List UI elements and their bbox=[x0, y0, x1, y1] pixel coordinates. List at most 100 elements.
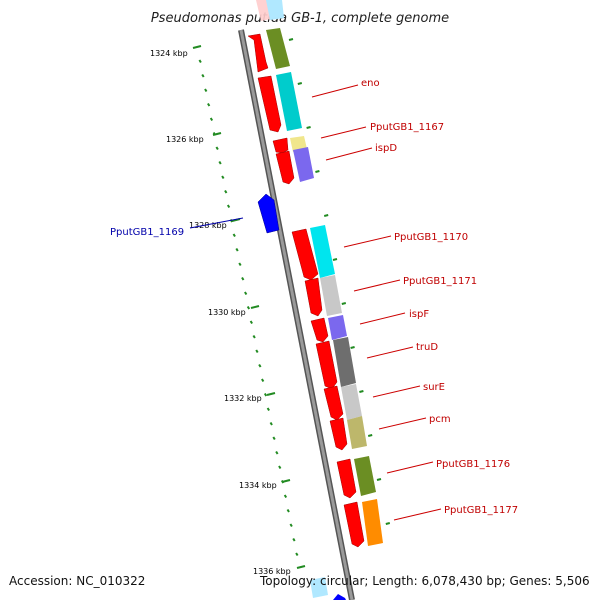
gc-tick bbox=[272, 436, 276, 441]
scale-tick bbox=[281, 479, 291, 483]
gene-labels: eno PputGB1_1167 ispD PputGB1_1169 PputG… bbox=[110, 78, 518, 521]
gc-tick bbox=[332, 258, 338, 261]
gc-tick bbox=[323, 214, 329, 217]
cog-box bbox=[310, 577, 328, 598]
gene-arrow bbox=[291, 228, 319, 281]
scale-tick-label: 1334 kbp bbox=[239, 481, 277, 490]
gene-label-eno: eno bbox=[361, 78, 380, 89]
cog-box bbox=[310, 225, 335, 278]
gc-tick bbox=[207, 102, 211, 107]
gc-tick bbox=[249, 320, 253, 325]
gc-tick bbox=[201, 73, 205, 78]
gc-tick bbox=[278, 465, 282, 470]
gene-arrow bbox=[315, 340, 338, 390]
gene-label-pputgb1-1170: PputGB1_1170 bbox=[394, 232, 468, 243]
forward-genes bbox=[247, 33, 365, 548]
genome-title: Pseudomonas putida GB-1, complete genome bbox=[151, 11, 449, 26]
scale-tick bbox=[212, 132, 222, 136]
gene-arrow bbox=[336, 458, 357, 499]
scale-tick bbox=[192, 45, 202, 49]
gc-tick bbox=[235, 247, 239, 252]
cog-box bbox=[333, 337, 356, 387]
gc-tick bbox=[385, 522, 391, 525]
gc-tick bbox=[341, 302, 347, 305]
reverse-gene-arrow bbox=[257, 193, 280, 234]
gc-tick bbox=[198, 59, 202, 64]
gene-label-pcm: pcm bbox=[429, 414, 451, 425]
scale-tick bbox=[250, 305, 260, 309]
gene-arrow bbox=[343, 501, 365, 548]
gc-tick bbox=[221, 175, 225, 180]
gc-tick bbox=[226, 204, 231, 209]
gc-tick bbox=[283, 494, 288, 499]
gc-tick bbox=[275, 450, 279, 455]
gene-label-ispf: ispF bbox=[409, 309, 429, 320]
gc-tick bbox=[224, 189, 228, 194]
gene-label-trud: truD bbox=[416, 342, 438, 353]
cog-box bbox=[362, 499, 383, 546]
gc-tick bbox=[297, 82, 303, 85]
scale-tick-label: 1324 kbp bbox=[150, 49, 188, 58]
gene-label-pputgb1-1171: PputGB1_1171 bbox=[403, 276, 477, 287]
gc-tick bbox=[204, 88, 208, 93]
scale-tick bbox=[231, 218, 241, 222]
cog-box bbox=[266, 0, 284, 20]
scale-ticks: 1324 kbp 1326 kbp 1328 kbp 1330 kbp 1332… bbox=[150, 45, 306, 576]
cog-box bbox=[347, 416, 367, 449]
scale-tick-label: 1332 kbp bbox=[224, 394, 262, 403]
gc-tick bbox=[359, 390, 364, 393]
gc-tick bbox=[288, 38, 294, 41]
gc-tick bbox=[289, 523, 293, 528]
scale-tick-label: 1330 kbp bbox=[208, 308, 246, 317]
genome-summary-text: Topology: circular; Length: 6,078,430 bp… bbox=[260, 574, 590, 588]
gc-tick bbox=[286, 508, 290, 513]
gene-arrow bbox=[275, 150, 295, 185]
gc-tick bbox=[209, 117, 214, 122]
gene-arrow bbox=[329, 417, 348, 451]
cog-box bbox=[328, 315, 347, 340]
cog-box bbox=[354, 456, 376, 496]
gc-tick bbox=[241, 276, 245, 281]
gc-tick bbox=[350, 346, 355, 349]
cog-boxes bbox=[256, 0, 383, 598]
gc-tick bbox=[295, 552, 299, 557]
cog-box bbox=[341, 384, 362, 420]
gene-arrow bbox=[257, 75, 282, 133]
accession-text: Accession: NC_010322 bbox=[9, 574, 146, 588]
scale-tick-label: 1336 kbp bbox=[253, 567, 291, 576]
gc-ticks-outer bbox=[288, 38, 391, 525]
gc-tick bbox=[292, 537, 296, 542]
gc-tick bbox=[215, 146, 219, 151]
gene-label-pputgb1-1177: PputGB1_1177 bbox=[444, 505, 518, 516]
scale-tick bbox=[296, 565, 306, 569]
gc-tick bbox=[218, 160, 222, 165]
gene-arrow bbox=[304, 277, 323, 317]
backbone bbox=[238, 29, 355, 600]
gene-label-sure: surE bbox=[423, 382, 445, 393]
gene-label-ispd: ispD bbox=[375, 143, 397, 154]
gc-tick bbox=[244, 291, 248, 296]
gc-tick bbox=[269, 421, 273, 426]
gc-tick bbox=[246, 305, 251, 310]
gene-label-pputgb1-1167: PputGB1_1167 bbox=[370, 122, 444, 133]
gene-arrow bbox=[272, 137, 289, 154]
gc-tick bbox=[238, 262, 242, 267]
cog-box bbox=[266, 28, 290, 69]
gene-label-pputgb1-1169: PputGB1_1169 bbox=[110, 227, 184, 238]
gene-arrow bbox=[323, 385, 344, 421]
gc-tick bbox=[258, 363, 262, 368]
gc-tick bbox=[315, 170, 320, 173]
reverse-gene-arrow bbox=[333, 594, 346, 600]
scale-tick-label: 1328 kbp bbox=[189, 221, 227, 230]
gene-label-pputgb1-1176: PputGB1_1176 bbox=[436, 459, 510, 470]
gc-tick bbox=[263, 392, 268, 397]
gc-tick bbox=[232, 233, 236, 238]
cog-box bbox=[276, 72, 302, 131]
gc-tick bbox=[261, 378, 265, 383]
gc-tick bbox=[367, 434, 373, 437]
cog-box bbox=[320, 275, 342, 316]
gc-tick bbox=[376, 478, 382, 481]
cog-box bbox=[290, 136, 307, 152]
cog-box bbox=[293, 147, 314, 182]
